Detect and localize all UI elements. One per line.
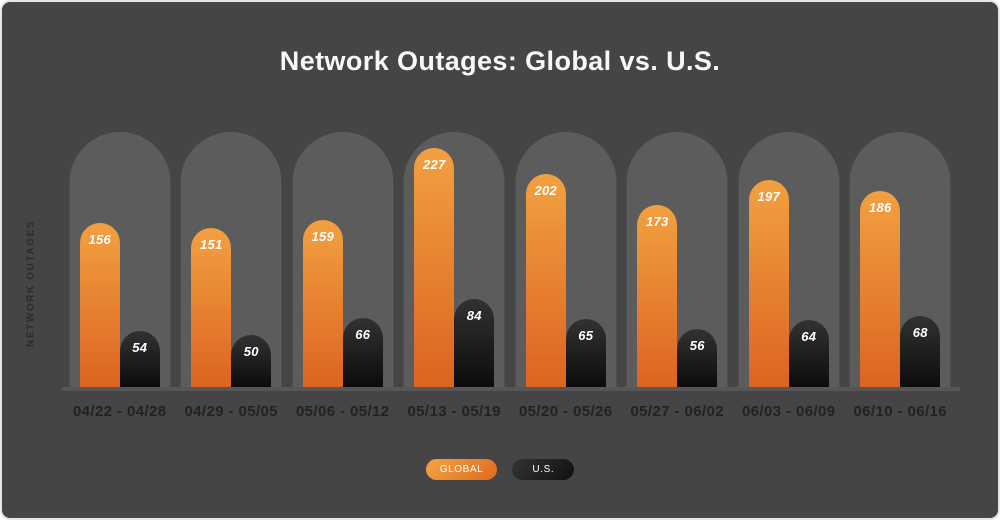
- us-bar: 66: [342, 318, 383, 388]
- bar-value-label: 54: [132, 340, 148, 355]
- x-axis-label: 04/29 - 05/05: [184, 403, 279, 420]
- bar-group: 159 66: [287, 132, 399, 388]
- global-bar: 151: [191, 228, 232, 388]
- x-axis-baseline: [62, 387, 960, 391]
- bar-group: 197 64: [733, 132, 845, 388]
- x-axis-label: 05/27 - 06/02: [630, 403, 725, 420]
- bar-value-label: 202: [534, 183, 558, 198]
- bar-value-label: 84: [466, 308, 482, 323]
- legend-global-label: GLOBAL: [439, 464, 484, 475]
- x-axis-label: 06/03 - 06/09: [741, 403, 836, 420]
- global-bar: 173: [637, 205, 678, 388]
- bar-group: 227 84: [399, 132, 511, 388]
- us-bar: 56: [677, 329, 718, 388]
- bar-value-label: 64: [801, 329, 817, 344]
- bar-value-label: 66: [355, 327, 371, 342]
- global-bar: 202: [525, 174, 566, 388]
- bar-group: 173 56: [622, 132, 734, 388]
- chart-plot: 156 54 151 50 159 66 227 84 202 65 173 56 197 64 186 68: [64, 132, 956, 388]
- legend-us-label: U.S.: [532, 464, 555, 475]
- global-bar: 227: [414, 148, 455, 388]
- x-axis-label: 06/10 - 06/16: [853, 403, 948, 420]
- bar-value-label: 173: [645, 214, 669, 229]
- bar-value-label: 50: [243, 344, 259, 359]
- bar-value-label: 227: [422, 157, 446, 172]
- bar-group: 186 68: [845, 132, 957, 388]
- global-bar: 159: [302, 220, 343, 388]
- us-bar: 65: [565, 319, 606, 388]
- bar-value-label: 68: [912, 325, 928, 340]
- bar-value-label: 156: [88, 232, 112, 247]
- us-bar: 54: [119, 331, 160, 388]
- x-axis-label: 05/20 - 05/26: [518, 403, 613, 420]
- global-bar: 197: [748, 180, 789, 388]
- us-bar: 64: [788, 320, 829, 388]
- y-axis-label: NETWORK OUTAGES: [25, 219, 37, 347]
- global-bar: 186: [860, 191, 901, 388]
- us-bar: 68: [900, 316, 941, 388]
- us-bar: 50: [231, 335, 272, 388]
- global-bar: 156: [79, 223, 120, 388]
- x-axis-labels: 04/22 - 04/28 04/29 - 05/05 05/06 - 05/12 0…: [64, 403, 956, 420]
- x-axis-label: 05/06 - 05/12: [295, 403, 390, 420]
- bar-group: 202 65: [510, 132, 622, 388]
- chart-legend: GLOBAL U.S.: [2, 459, 998, 480]
- legend-item-us[interactable]: U.S.: [512, 459, 575, 480]
- bar-value-label: 159: [311, 229, 335, 244]
- x-axis-label: 04/22 - 04/28: [72, 403, 167, 420]
- bar-group: 151 50: [176, 132, 288, 388]
- chart-title: Network Outages: Global vs. U.S.: [279, 46, 721, 76]
- bar-value-label: 151: [199, 237, 223, 252]
- x-axis-label: 05/13 - 05/19: [407, 403, 502, 420]
- bar-value-label: 197: [757, 189, 781, 204]
- bar-value-label: 65: [578, 328, 594, 343]
- bar-value-label: 186: [868, 200, 892, 215]
- us-bar: 84: [454, 299, 495, 388]
- legend-item-global[interactable]: GLOBAL: [425, 459, 498, 480]
- bar-value-label: 56: [689, 338, 705, 353]
- bar-group: 156 54: [64, 132, 176, 388]
